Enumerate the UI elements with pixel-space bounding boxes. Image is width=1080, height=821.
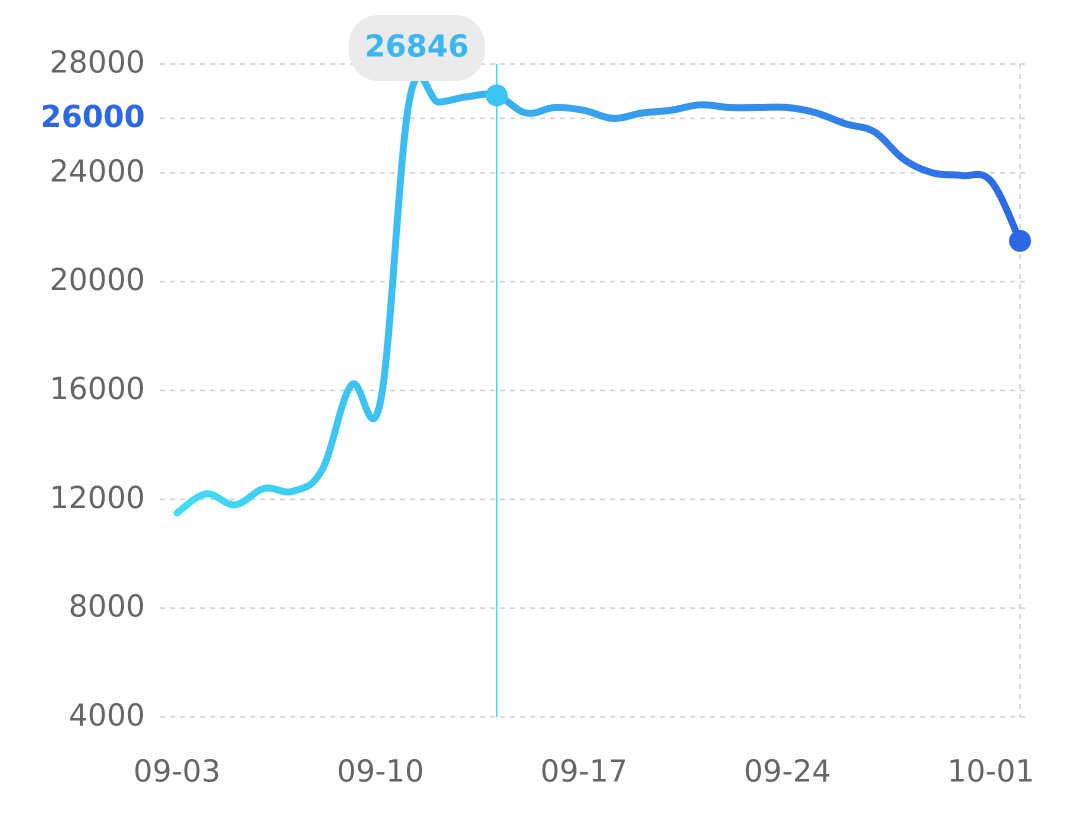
selected-point bbox=[485, 84, 508, 107]
y-tick-label: 20000 bbox=[50, 263, 145, 298]
line bbox=[173, 72, 1024, 517]
y-tick-label: 4000 bbox=[69, 699, 145, 734]
y-tick-label: 12000 bbox=[50, 481, 145, 516]
x-tick-label: 09-24 bbox=[744, 755, 831, 790]
y-tick-label: 24000 bbox=[50, 154, 145, 189]
x-tick-label: 09-03 bbox=[133, 755, 220, 790]
y-tick-label: 28000 bbox=[50, 46, 145, 81]
x-tick-label: 09-17 bbox=[540, 755, 627, 790]
end-point bbox=[1009, 229, 1031, 252]
x-tick-label: 09-10 bbox=[337, 755, 424, 790]
y-tick-label: 26000 bbox=[41, 100, 145, 135]
x-tick-label: 10-01 bbox=[947, 755, 1034, 790]
tooltip-value: 26846 bbox=[365, 30, 469, 65]
y-tick-label: 16000 bbox=[50, 372, 145, 407]
y-tick-label: 8000 bbox=[69, 590, 145, 625]
tooltip-box bbox=[348, 15, 485, 81]
